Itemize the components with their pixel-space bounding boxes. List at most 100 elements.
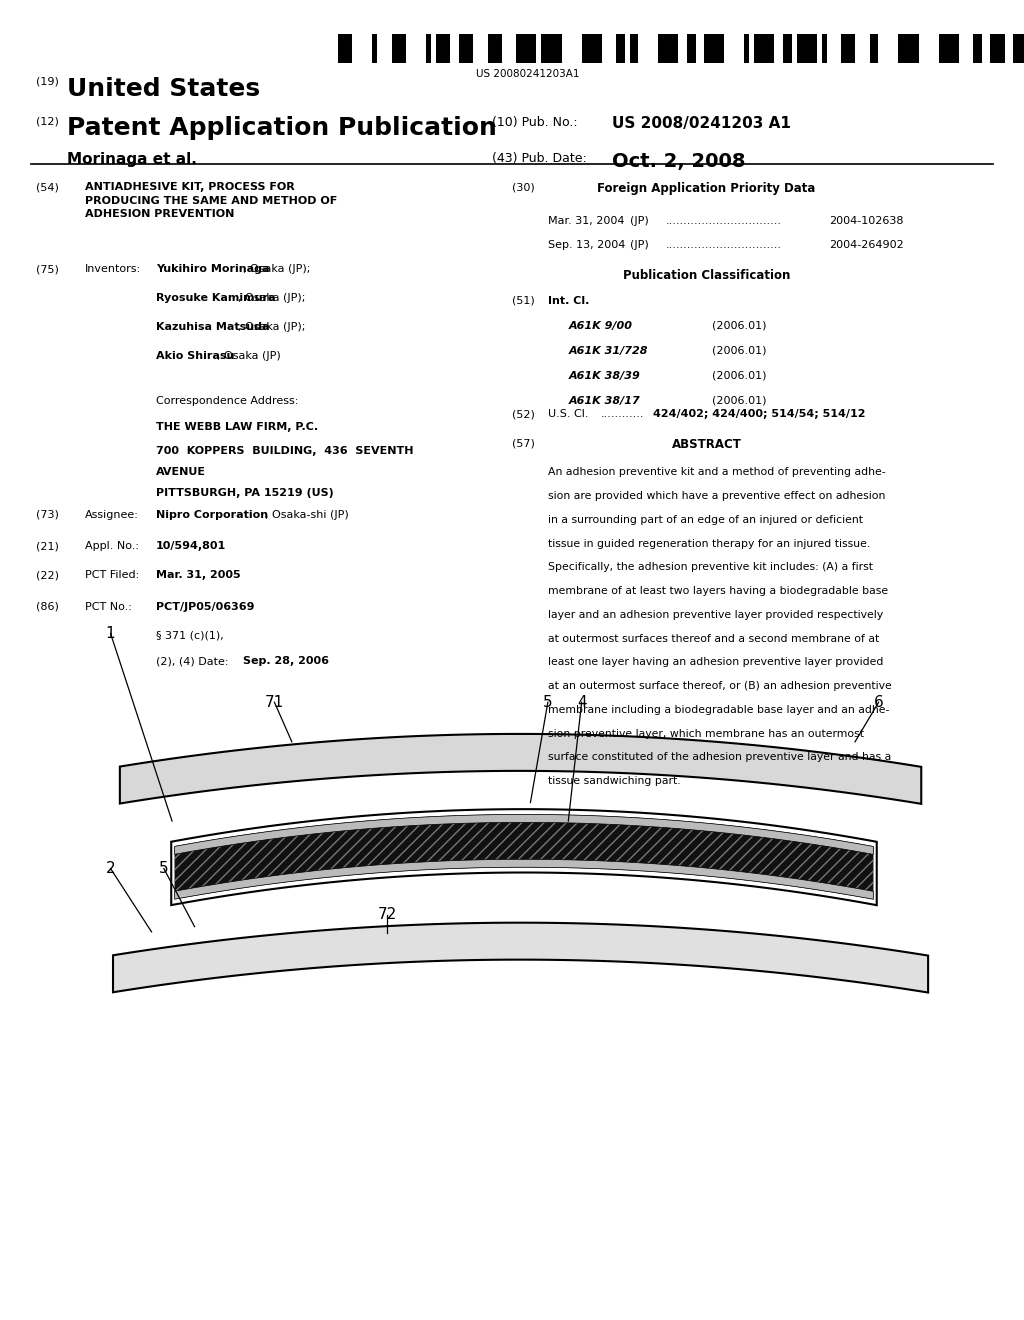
Text: Int. Cl.: Int. Cl. <box>548 296 589 306</box>
Text: Publication Classification: Publication Classification <box>623 269 791 282</box>
Text: THE WEBB LAW FIRM, P.C.: THE WEBB LAW FIRM, P.C. <box>156 422 317 433</box>
Text: (54): (54) <box>36 182 58 193</box>
Text: (52): (52) <box>512 409 535 420</box>
Bar <box>616 34 625 63</box>
Text: (30): (30) <box>512 182 535 193</box>
Text: (2), (4) Date:: (2), (4) Date: <box>156 656 228 667</box>
Text: , Osaka-shi (JP): , Osaka-shi (JP) <box>265 510 349 520</box>
Text: (12): (12) <box>36 116 58 127</box>
Text: Mar. 31, 2004: Mar. 31, 2004 <box>548 216 625 227</box>
Text: Inventors:: Inventors: <box>85 264 141 275</box>
Text: (19): (19) <box>36 77 58 87</box>
Bar <box>990 34 1005 63</box>
Text: at outermost surfaces thereof and a second membrane of at: at outermost surfaces thereof and a seco… <box>548 634 879 644</box>
Text: A61K 38/39: A61K 38/39 <box>568 371 640 381</box>
Text: 4: 4 <box>577 694 587 710</box>
Text: US 20080241203A1: US 20080241203A1 <box>475 69 580 79</box>
Polygon shape <box>175 814 873 854</box>
Bar <box>705 34 724 63</box>
Text: (2006.01): (2006.01) <box>712 346 766 356</box>
Text: Specifically, the adhesion preventive kit includes: (A) a first: Specifically, the adhesion preventive ki… <box>548 562 872 573</box>
Text: § 371 (c)(1),: § 371 (c)(1), <box>156 631 223 642</box>
Text: , Osaka (JP): , Osaka (JP) <box>217 351 281 362</box>
Text: 2004-102638: 2004-102638 <box>829 216 904 227</box>
Text: 72: 72 <box>378 907 396 923</box>
Bar <box>459 34 473 63</box>
Text: sion preventive layer, which membrane has an outermost: sion preventive layer, which membrane ha… <box>548 729 864 739</box>
Text: Nipro Corporation: Nipro Corporation <box>156 510 267 520</box>
Text: membrane including a biodegradable base layer and an adhe-: membrane including a biodegradable base … <box>548 705 889 715</box>
Text: , Osaka (JP);: , Osaka (JP); <box>238 322 305 333</box>
Text: Mar. 31, 2005: Mar. 31, 2005 <box>156 570 241 581</box>
Text: 700  KOPPERS  BUILDING,  436  SEVENTH: 700 KOPPERS BUILDING, 436 SEVENTH <box>156 446 413 457</box>
Bar <box>436 34 451 63</box>
Text: PCT Filed:: PCT Filed: <box>85 570 139 581</box>
Text: (75): (75) <box>36 264 58 275</box>
Text: (10) Pub. No.:: (10) Pub. No.: <box>492 116 578 129</box>
Bar <box>392 34 407 63</box>
Bar <box>516 34 537 63</box>
Bar <box>783 34 792 63</box>
Text: Assignee:: Assignee: <box>85 510 139 520</box>
Bar <box>1013 34 1024 63</box>
Text: least one layer having an adhesion preventive layer provided: least one layer having an adhesion preve… <box>548 657 884 668</box>
Bar <box>542 34 561 63</box>
Text: , Osaka (JP);: , Osaka (JP); <box>243 264 310 275</box>
Bar <box>487 34 502 63</box>
Text: 2004-264902: 2004-264902 <box>829 240 904 251</box>
Text: 71: 71 <box>265 694 284 710</box>
Text: (86): (86) <box>36 602 58 612</box>
Text: Yukihiro Morinaga: Yukihiro Morinaga <box>156 264 269 275</box>
Polygon shape <box>175 859 873 899</box>
Bar <box>898 34 919 63</box>
Bar <box>869 34 879 63</box>
Text: ANTIADHESIVE KIT, PROCESS FOR
PRODUCING THE SAME AND METHOD OF
ADHESION PREVENTI: ANTIADHESIVE KIT, PROCESS FOR PRODUCING … <box>85 182 337 219</box>
Text: Foreign Application Priority Data: Foreign Application Priority Data <box>597 182 816 195</box>
Bar <box>338 34 352 63</box>
Text: surface constituted of the adhesion preventive layer and has a: surface constituted of the adhesion prev… <box>548 752 891 763</box>
Bar <box>373 34 378 63</box>
Text: (51): (51) <box>512 296 535 306</box>
Text: (2006.01): (2006.01) <box>712 371 766 381</box>
Text: layer and an adhesion preventive layer provided respectively: layer and an adhesion preventive layer p… <box>548 610 883 620</box>
Text: Patent Application Publication: Patent Application Publication <box>67 116 497 140</box>
Text: (21): (21) <box>36 541 58 552</box>
Text: PCT/JP05/06369: PCT/JP05/06369 <box>156 602 254 612</box>
Text: (73): (73) <box>36 510 58 520</box>
Text: ................................: ................................ <box>666 216 781 227</box>
Text: at an outermost surface thereof, or (B) an adhesion preventive: at an outermost surface thereof, or (B) … <box>548 681 892 692</box>
Text: (2006.01): (2006.01) <box>712 321 766 331</box>
Text: 5: 5 <box>543 694 553 710</box>
Text: sion are provided which have a preventive effect on adhesion: sion are provided which have a preventiv… <box>548 491 885 502</box>
Text: Sep. 28, 2006: Sep. 28, 2006 <box>243 656 329 667</box>
Polygon shape <box>120 734 922 804</box>
Text: Sep. 13, 2004: Sep. 13, 2004 <box>548 240 626 251</box>
Text: Appl. No.:: Appl. No.: <box>85 541 139 552</box>
Text: 5: 5 <box>159 861 169 876</box>
Text: 2: 2 <box>105 861 116 876</box>
Text: 424/402; 424/400; 514/54; 514/12: 424/402; 424/400; 514/54; 514/12 <box>653 409 866 420</box>
Text: United States: United States <box>67 77 260 100</box>
Text: ................................: ................................ <box>666 240 781 251</box>
Bar <box>939 34 958 63</box>
Bar <box>841 34 855 63</box>
Text: in a surrounding part of an edge of an injured or deficient: in a surrounding part of an edge of an i… <box>548 515 863 525</box>
Bar <box>426 34 431 63</box>
Text: AVENUE: AVENUE <box>156 467 206 478</box>
Bar <box>755 34 774 63</box>
Text: Morinaga et al.: Morinaga et al. <box>67 152 197 166</box>
Text: US 2008/0241203 A1: US 2008/0241203 A1 <box>612 116 792 131</box>
Text: (57): (57) <box>512 438 535 449</box>
Polygon shape <box>175 814 873 899</box>
Text: An adhesion preventive kit and a method of preventing adhe-: An adhesion preventive kit and a method … <box>548 467 886 478</box>
Polygon shape <box>171 809 877 906</box>
Text: Kazuhisa Matsuda: Kazuhisa Matsuda <box>156 322 269 333</box>
Text: membrane of at least two layers having a biodegradable base: membrane of at least two layers having a… <box>548 586 888 597</box>
Text: ............: ............ <box>601 409 644 420</box>
Text: Correspondence Address:: Correspondence Address: <box>156 396 298 407</box>
Bar <box>630 34 638 63</box>
Bar <box>687 34 695 63</box>
Text: U.S. Cl.: U.S. Cl. <box>548 409 589 420</box>
Text: Akio Shirasu: Akio Shirasu <box>156 351 234 362</box>
Text: A61K 9/00: A61K 9/00 <box>568 321 633 331</box>
